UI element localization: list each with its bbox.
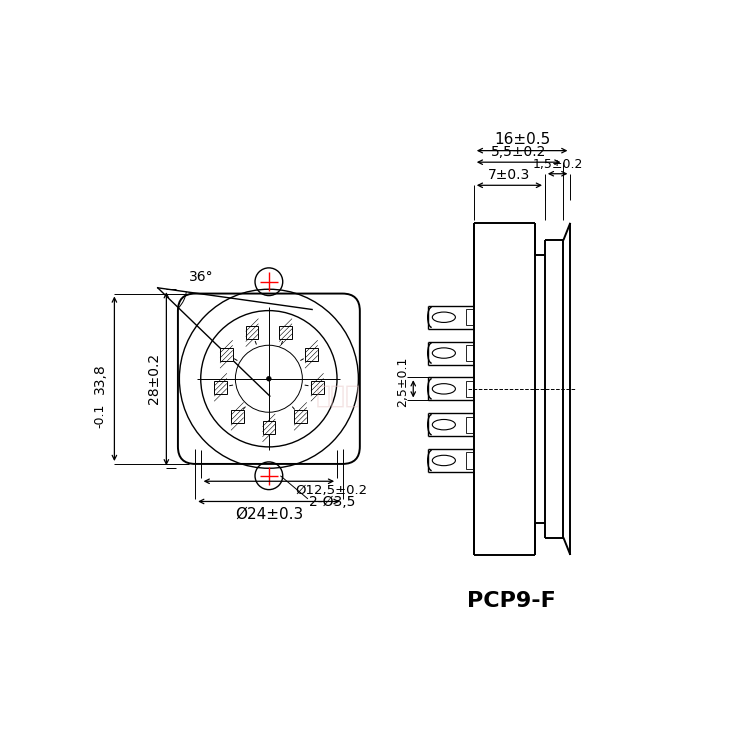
Text: 1,5±0.2: 1,5±0.2 [532, 158, 583, 171]
Bar [220, 348, 232, 361]
Circle shape [266, 376, 272, 381]
Bar [294, 410, 307, 423]
Bar [310, 381, 323, 394]
Bar [305, 348, 318, 361]
Bar [466, 381, 472, 397]
Text: 33,8: 33,8 [93, 364, 107, 394]
Text: 36°: 36° [189, 271, 213, 284]
Text: Ø12,5±0.2: Ø12,5±0.2 [295, 484, 367, 497]
Bar [466, 309, 472, 326]
Text: 7±0.3: 7±0.3 [488, 168, 530, 182]
Text: 2,5±0.1: 2,5±0.1 [396, 357, 410, 407]
Bar [262, 422, 275, 434]
Text: 2-Ø3,5: 2-Ø3,5 [309, 495, 356, 508]
Bar [466, 345, 472, 362]
Text: 28±0.2: 28±0.2 [147, 353, 160, 404]
Text: Ø24±0.3: Ø24±0.3 [235, 507, 303, 522]
Bar [231, 410, 244, 423]
Bar [466, 416, 472, 433]
Bar [214, 381, 227, 394]
Text: -0.1: -0.1 [94, 404, 106, 428]
Bar [466, 452, 472, 469]
Bar [279, 326, 292, 339]
Text: PCP9-F: PCP9-F [467, 591, 556, 611]
Text: 16±0.5: 16±0.5 [494, 131, 550, 146]
Bar [246, 326, 259, 339]
Text: 5,5±0.2: 5,5±0.2 [491, 145, 546, 159]
Text: 客音响: 客音响 [316, 384, 361, 408]
